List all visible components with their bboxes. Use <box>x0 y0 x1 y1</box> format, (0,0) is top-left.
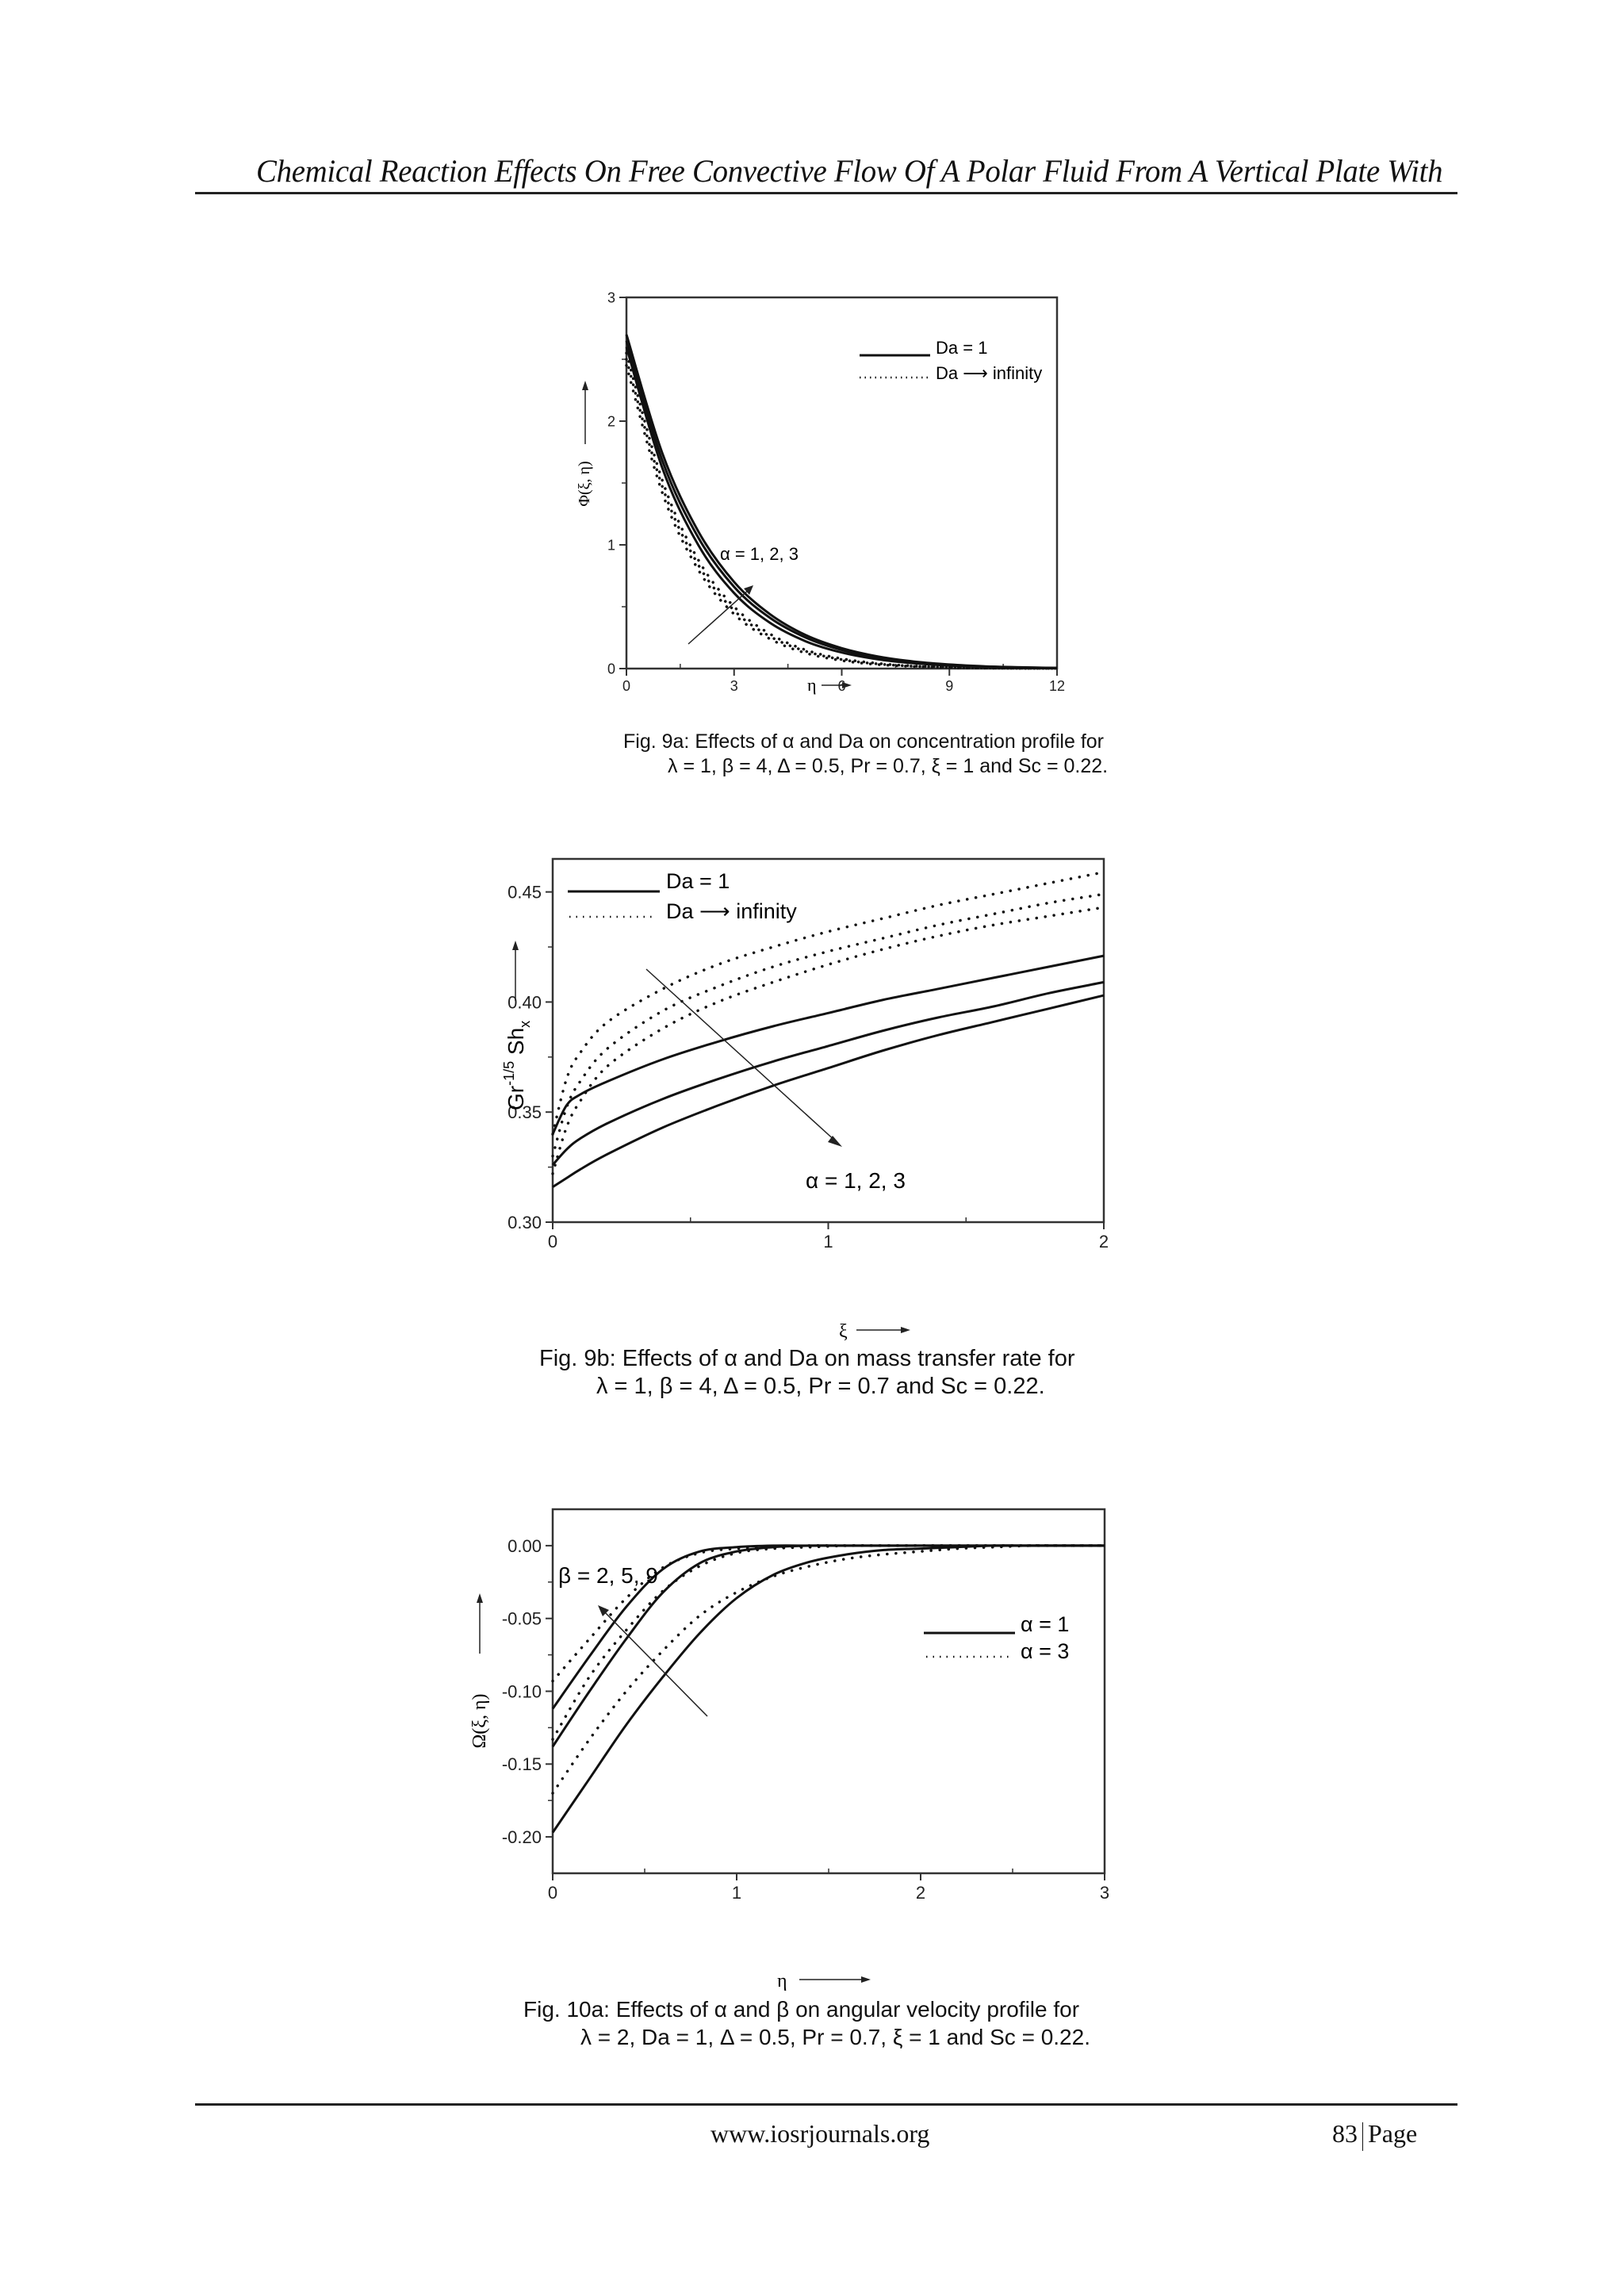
figure-10a-ylabel: Ω(ξ, η) <box>469 1693 490 1748</box>
dotted-curve <box>551 892 1105 1158</box>
y-tick-label: -0.10 <box>502 1681 542 1701</box>
page-number: 83 <box>1332 2119 1358 2148</box>
figure-10a-annotation: β = 2, 5, 9 <box>558 1563 658 1588</box>
solid-curve <box>625 340 1058 669</box>
x-tick-label: 2 <box>1099 1232 1109 1251</box>
figure-10a-caption-line2: λ = 2, Da = 1, Δ = 0.5, Pr = 0.7, ξ = 1 … <box>580 2025 1090 2049</box>
y-tick-label: -0.15 <box>502 1754 542 1774</box>
solid-curve <box>551 954 1105 1135</box>
figure-9b-caption: Fig. 9b: Effects of α and Da on mass tra… <box>539 1345 1074 1401</box>
figure-9b-curves <box>551 870 1105 1188</box>
legend-item-solid: α = 1 <box>1021 1612 1069 1636</box>
figure-9a-caption: Fig. 9a: Effects of α and Da on concentr… <box>623 730 1108 779</box>
y-tick-label: 0.35 <box>508 1102 542 1122</box>
legend-item-dotted: α = 3 <box>1021 1639 1069 1663</box>
solid-curve <box>551 980 1105 1166</box>
dotted-curve <box>551 1544 1106 1795</box>
figure-9a-caption-line1: Fig. 9a: Effects of α and Da on concentr… <box>623 730 1104 753</box>
header-rule <box>195 192 1457 194</box>
legend-item-dotted: Da ⟶ infinity <box>936 363 1042 383</box>
x-tick-label: 9 <box>945 678 953 694</box>
footer-page-number: 83 Page <box>1332 2119 1417 2151</box>
y-tick-label: 0 <box>607 661 615 677</box>
figure-9a-caption-line2: λ = 1, β = 4, Δ = 0.5, Pr = 0.7, ξ = 1 a… <box>668 755 1109 777</box>
figure-9a-xlabel: η <box>807 675 817 695</box>
running-header: Chemical Reaction Effects On Free Convec… <box>256 153 1443 189</box>
figure-9a-legend: Da = 1 Da ⟶ infinity <box>860 338 1042 383</box>
dotted-curve <box>625 364 1059 670</box>
figure-10a-legend: α = 1 α = 3 <box>924 1612 1069 1663</box>
legend-item-dotted: Da ⟶ infinity <box>666 899 797 923</box>
page-divider <box>1362 2122 1363 2151</box>
x-tick-label: 0 <box>548 1232 557 1251</box>
footer-rule <box>195 2103 1457 2106</box>
footer-url: www.iosrjournals.org <box>710 2119 930 2148</box>
solid-curve <box>551 1544 1105 1834</box>
figure-9a-ylabel: Φ(ξ, η) <box>576 461 593 506</box>
x-tick-label: 3 <box>1100 1883 1109 1903</box>
solid-curve <box>625 334 1058 669</box>
y-tick-label: 0.00 <box>508 1536 542 1556</box>
y-tick-label: 2 <box>607 413 615 429</box>
y-tick-label: -0.05 <box>502 1609 542 1629</box>
solid-curve <box>551 1544 1105 1748</box>
figure-9b-xlabel: ξ <box>839 1321 848 1342</box>
dotted-curve <box>551 1544 1106 1683</box>
figure-9b-caption-line2: λ = 1, β = 4, Δ = 0.5, Pr = 0.7 and Sc =… <box>596 1374 1045 1399</box>
figure-9b-annotation: α = 1, 2, 3 <box>806 1168 906 1193</box>
page-label: Page <box>1368 2119 1418 2148</box>
figure-9b-caption-line1: Fig. 9b: Effects of α and Da on mass tra… <box>539 1346 1075 1371</box>
figure-9a-annotation: α = 1, 2, 3 <box>720 544 799 564</box>
x-tick-label: 1 <box>823 1232 833 1251</box>
y-tick-label: 0.40 <box>508 992 542 1012</box>
figure-9b-legend: Da = 1 Da ⟶ infinity <box>568 869 797 923</box>
y-tick-label: 0.30 <box>508 1213 542 1232</box>
solid-curve <box>552 994 1105 1188</box>
x-tick-label: 2 <box>916 1883 925 1903</box>
figure-10a-curves <box>551 1544 1106 1834</box>
dotted-curve <box>625 351 1059 670</box>
dotted-curve <box>551 870 1105 1136</box>
y-tick-label: 3 <box>607 289 615 305</box>
figure-10a-caption: Fig. 10a: Effects of α and β on angular … <box>523 1995 1090 2051</box>
dotted-curve <box>551 1544 1106 1741</box>
dotted-curve <box>625 358 1059 670</box>
figure-10a-xlabel: η <box>777 1971 787 1991</box>
x-tick-label: 6 <box>837 678 845 694</box>
figure-10a-axes: 0 1 2 3 0.00 -0.05 -0.10 -0.15 -0.20 <box>502 1536 1109 1903</box>
x-tick-label: 0 <box>622 678 630 694</box>
figure-10a-caption-line1: Fig. 10a: Effects of α and β on angular … <box>523 1997 1080 2022</box>
figure-9b-axes: 0 1 2 0.30 0.35 0.40 0.45 <box>508 883 1109 1251</box>
x-tick-label: 0 <box>548 1883 557 1903</box>
figure-9b-ylabel: Gr-1/5 Shx <box>501 1021 533 1110</box>
solid-curve <box>625 346 1058 669</box>
y-tick-label: 0.45 <box>508 883 542 903</box>
y-tick-label: 1 <box>607 537 615 553</box>
solid-curve <box>551 1544 1105 1710</box>
legend-item-solid: Da = 1 <box>936 338 987 358</box>
x-tick-label: 1 <box>732 1883 741 1903</box>
figure-9a-frame <box>625 296 1059 670</box>
legend-item-solid: Da = 1 <box>666 869 730 893</box>
x-tick-label: 3 <box>730 678 738 694</box>
x-tick-label: 12 <box>1049 678 1065 694</box>
y-tick-label: -0.20 <box>502 1827 542 1847</box>
dotted-curve <box>551 906 1105 1175</box>
figure-9a-curves <box>625 334 1059 670</box>
